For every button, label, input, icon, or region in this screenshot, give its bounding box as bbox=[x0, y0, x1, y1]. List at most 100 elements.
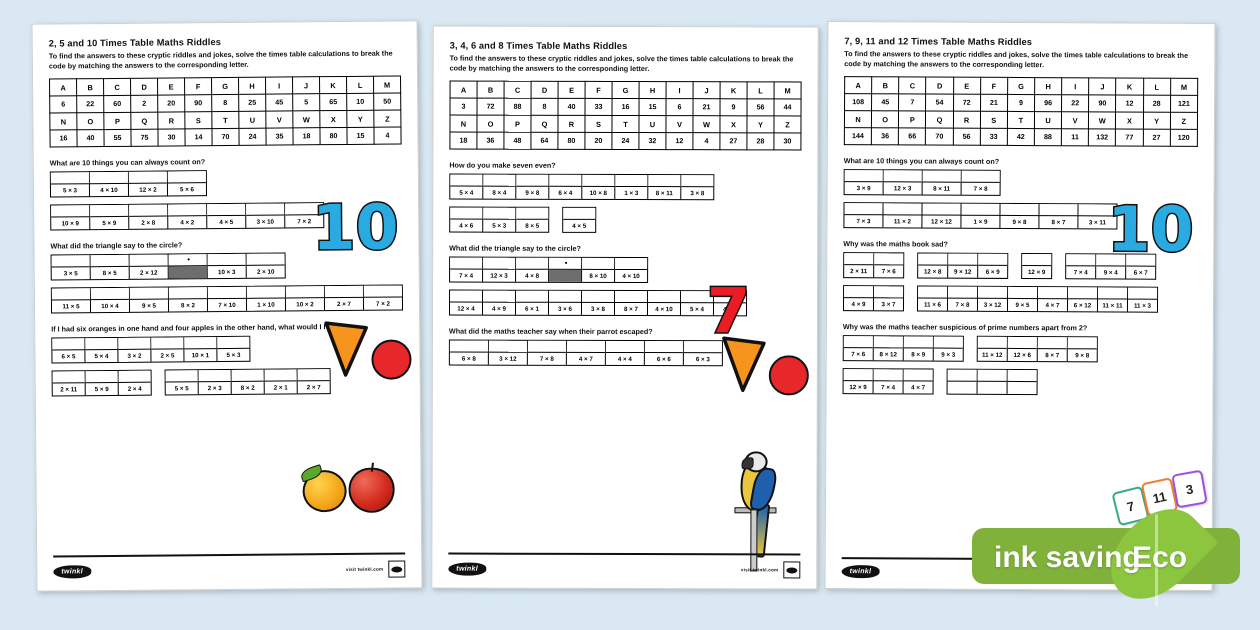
answer-cell[interactable]: 7 × 2 bbox=[363, 285, 402, 309]
answer-cell[interactable]: 2 × 12 bbox=[129, 254, 169, 279]
answer-cell[interactable]: 7 × 8 bbox=[947, 286, 979, 311]
answer-cell[interactable]: 8 × 11 bbox=[922, 170, 962, 195]
answer-blank[interactable] bbox=[449, 340, 488, 353]
answer-blank[interactable] bbox=[1068, 287, 1098, 300]
answer-cell[interactable]: 4 × 2 bbox=[168, 204, 208, 229]
answer-blank[interactable] bbox=[51, 288, 90, 301]
answer-blank[interactable] bbox=[89, 171, 128, 185]
answer-blank[interactable] bbox=[167, 171, 206, 184]
answer-cell[interactable]: 2 × 5 bbox=[151, 337, 185, 362]
answer-blank[interactable] bbox=[903, 336, 933, 349]
answer-cell[interactable]: 5 × 9 bbox=[90, 204, 130, 230]
answer-cell[interactable] bbox=[1007, 369, 1037, 394]
answer-blank[interactable] bbox=[51, 255, 90, 268]
answer-blank[interactable] bbox=[527, 340, 566, 353]
answer-cell[interactable]: 4 × 7 bbox=[903, 369, 933, 393]
answer-blank[interactable] bbox=[516, 207, 549, 220]
answer-cell[interactable]: 4 × 7 bbox=[1037, 287, 1069, 312]
answer-cell[interactable]: 4 × 7 bbox=[566, 340, 606, 365]
answer-blank[interactable] bbox=[933, 336, 963, 349]
answer-cell[interactable]: 3 × 5 bbox=[51, 255, 91, 280]
answer-blank[interactable] bbox=[844, 203, 883, 216]
footer-url[interactable]: visit twinkl.com bbox=[345, 566, 384, 572]
answer-blank[interactable] bbox=[246, 253, 285, 266]
answer-blank[interactable] bbox=[874, 286, 904, 299]
answer-cell[interactable]: 4 × 4 bbox=[605, 340, 645, 366]
answer-cell[interactable]: 6 × 8 bbox=[449, 340, 489, 365]
answer-cell[interactable]: 7 × 8 bbox=[527, 340, 567, 365]
answer-blank[interactable] bbox=[873, 336, 903, 349]
answer-blank[interactable] bbox=[118, 370, 151, 383]
answer-blank[interactable] bbox=[681, 175, 714, 188]
answer-cell[interactable]: 5 × 3 bbox=[483, 207, 517, 232]
answer-cell[interactable]: 12 × 6 bbox=[1007, 336, 1038, 362]
answer-cell[interactable]: 12 × 3 bbox=[483, 257, 517, 282]
twinkl-logo[interactable]: twinkl bbox=[448, 562, 486, 576]
answer-cell[interactable]: 10 × 4 bbox=[90, 287, 131, 313]
answer-cell[interactable]: 8 × 11 bbox=[648, 175, 682, 200]
answer-blank[interactable] bbox=[977, 369, 1007, 382]
answer-cell[interactable]: 9 × 8 bbox=[516, 174, 550, 199]
answer-blank[interactable] bbox=[948, 286, 978, 299]
answer-blank[interactable] bbox=[129, 287, 168, 300]
answer-cell[interactable]: 8 × 5 bbox=[516, 207, 549, 232]
answer-blank[interactable] bbox=[246, 286, 285, 299]
answer-blank[interactable] bbox=[615, 174, 648, 188]
answer-cell[interactable]: 5 × 9 bbox=[85, 370, 119, 396]
answer-blank[interactable] bbox=[246, 203, 285, 216]
answer-cell[interactable] bbox=[977, 369, 1008, 394]
answer-blank[interactable] bbox=[1007, 369, 1037, 383]
answer-blank[interactable] bbox=[516, 290, 549, 303]
answer-cell[interactable]: 4 × 6 bbox=[450, 207, 484, 232]
answer-cell[interactable]: 8 × 5 bbox=[90, 254, 130, 280]
answer-blank[interactable] bbox=[977, 336, 1007, 349]
answer-blank[interactable] bbox=[961, 203, 1000, 216]
answer-cell[interactable]: 7 × 6 bbox=[874, 253, 904, 277]
answer-blank[interactable] bbox=[450, 174, 483, 187]
answer-cell[interactable]: 10 × 3 bbox=[207, 253, 247, 279]
answer-blank[interactable] bbox=[516, 257, 549, 270]
answer-cell[interactable]: 3 × 8 bbox=[581, 290, 616, 315]
answer-cell[interactable]: 10 × 2 bbox=[285, 286, 326, 311]
answer-cell[interactable]: 8 × 9 bbox=[903, 336, 934, 361]
answer-cell[interactable]: 4 × 9 bbox=[843, 286, 875, 311]
answer-blank[interactable] bbox=[549, 174, 582, 187]
answer-cell[interactable]: 12 × 3 bbox=[883, 170, 923, 195]
answer-blank[interactable] bbox=[1022, 254, 1052, 267]
answer-blank[interactable] bbox=[90, 254, 129, 268]
answer-blank[interactable] bbox=[51, 205, 90, 218]
answer-blank[interactable] bbox=[52, 338, 85, 351]
answer-cell[interactable]: 5 × 5 bbox=[165, 370, 199, 395]
twinkl-logo[interactable]: twinkl bbox=[53, 565, 92, 579]
answer-cell[interactable]: 2 × 3 bbox=[198, 369, 232, 395]
answer-blank[interactable] bbox=[549, 257, 582, 270]
answer-blank[interactable] bbox=[207, 203, 246, 217]
answer-blank[interactable] bbox=[363, 285, 402, 298]
answer-blank[interactable] bbox=[843, 336, 873, 349]
answer-cell[interactable]: 3 × 8 bbox=[681, 175, 714, 199]
answer-blank[interactable] bbox=[450, 290, 483, 303]
answer-blank[interactable] bbox=[207, 286, 246, 300]
answer-blank[interactable] bbox=[1128, 287, 1158, 300]
answer-cell[interactable] bbox=[947, 369, 978, 394]
answer-cell[interactable]: 2 × 10 bbox=[246, 253, 285, 277]
answer-cell[interactable]: 3 × 12 bbox=[488, 340, 528, 365]
answer-blank[interactable] bbox=[1098, 287, 1128, 300]
answer-cell[interactable] bbox=[168, 254, 208, 279]
answer-blank[interactable] bbox=[1038, 287, 1068, 300]
answer-blank[interactable] bbox=[922, 170, 961, 183]
answer-cell[interactable]: 9 × 5 bbox=[129, 287, 170, 312]
answer-blank[interactable] bbox=[1037, 337, 1067, 350]
answer-cell[interactable]: 12 × 2 bbox=[128, 171, 169, 196]
answer-cell[interactable]: 1 × 10 bbox=[246, 286, 287, 311]
answer-cell[interactable]: 12 × 9 bbox=[1022, 254, 1052, 278]
answer-blank[interactable] bbox=[615, 290, 648, 304]
answer-blank[interactable] bbox=[90, 204, 129, 218]
answer-blank[interactable] bbox=[450, 257, 483, 270]
answer-cell[interactable]: 11 × 12 bbox=[977, 336, 1008, 361]
answer-cell[interactable]: 2 × 1 bbox=[264, 369, 298, 394]
answer-blank[interactable] bbox=[285, 286, 324, 299]
answer-blank[interactable] bbox=[231, 369, 264, 382]
answer-cell[interactable]: 3 × 10 bbox=[246, 203, 286, 228]
answer-cell[interactable]: 4 × 10 bbox=[615, 257, 648, 282]
